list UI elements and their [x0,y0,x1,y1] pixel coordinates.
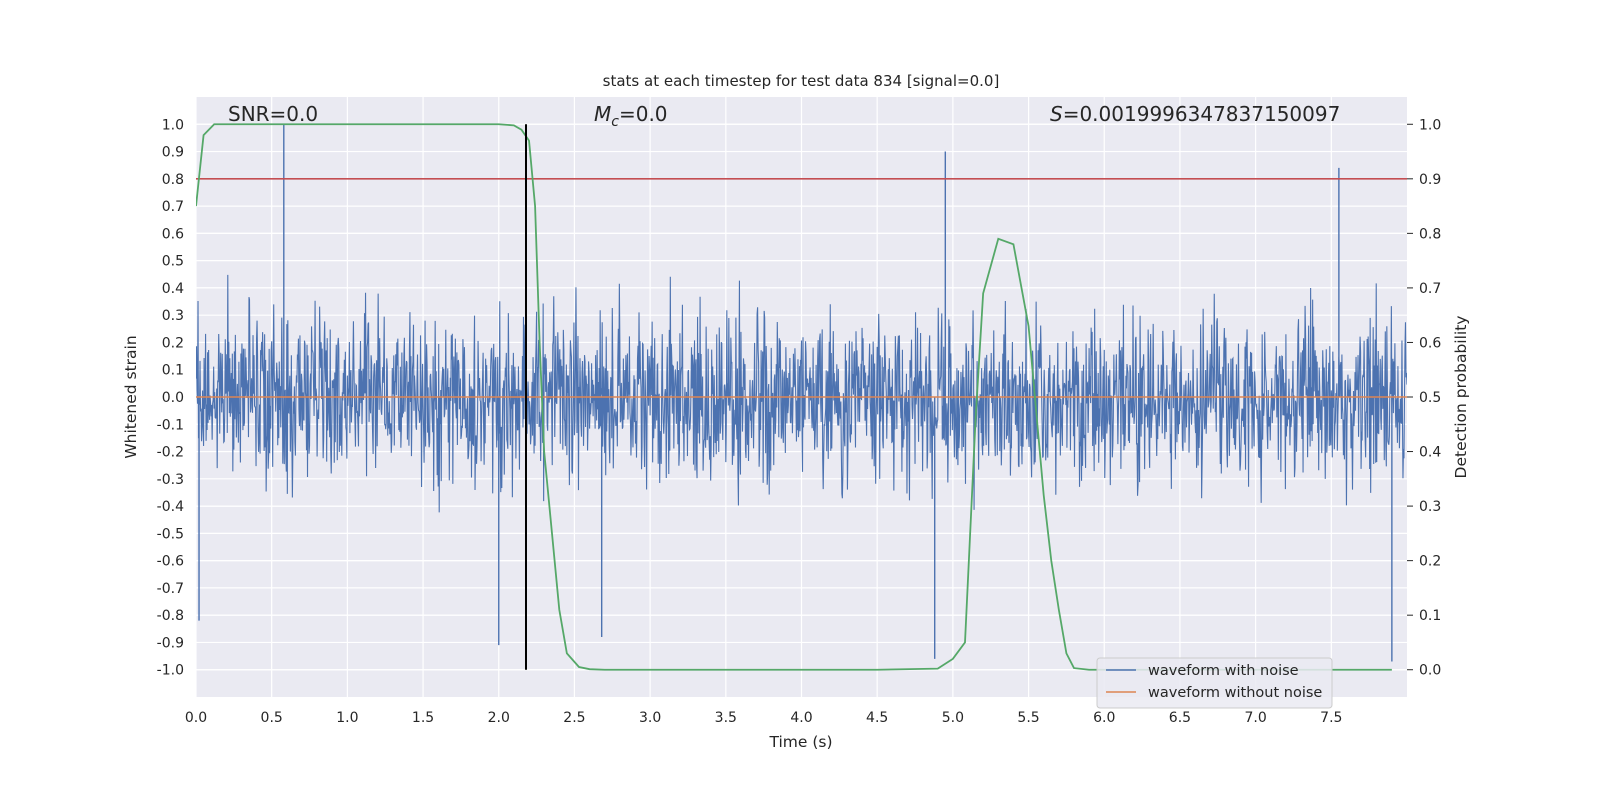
y-tick-label: -0.4 [157,499,184,515]
y-tick-label: -0.6 [157,554,184,570]
x-tick-label: 7.0 [1244,710,1266,726]
y-tick-label: 1.0 [162,117,184,133]
x-tick-label: 6.5 [1169,710,1191,726]
snr-annotation: SNR=0.0 [228,102,318,126]
chart-title: stats at each timestep for test data 834… [603,72,1000,90]
plot-content [196,123,1407,671]
y-tick-label: -0.3 [157,472,184,488]
x-tick-label: 3.0 [639,710,661,726]
right-tick-label: 0.4 [1419,445,1441,461]
right-tick-label: 0.8 [1419,226,1441,242]
y-tick-label: -0.2 [157,445,184,461]
right-tick-label: 0.1 [1419,608,1441,624]
x-tick-label: 2.0 [488,710,510,726]
right-tick-label: 0.9 [1419,172,1441,188]
x-tick-label: 5.5 [1017,710,1039,726]
x-tick-label: 2.5 [563,710,585,726]
chirp-mass-annotation: Mc=0.0 [594,102,668,130]
y-tick-label: 0.7 [162,199,184,215]
y-tick-label: 0.4 [162,281,184,297]
mc-subscript: c [611,114,619,130]
series-detection-probability [196,123,1392,671]
y-tick-label: 0.6 [162,226,184,242]
x-tick-label: 7.5 [1320,710,1342,726]
right-axis-label: Detection probability [1452,316,1470,479]
x-axis-ticks: 0.0 0.5 1.0 1.5 2.0 2.5 3.0 3.5 4.0 4.5 5.0 5.5 6.0 6… [185,710,1343,726]
y-axis-ticks: 1.0 0.9 0.8 0.7 0.6 0.5 0.4 0.3 0.2 0.1 0.0 -0.1 -0.… [157,117,184,678]
right-tick-label: 0.6 [1419,335,1441,351]
s-annotation: S=0.0019996347837150097 [1050,102,1340,126]
y-tick-label: -0.7 [157,581,184,597]
y-axis-label: Whitened strain [122,335,140,458]
x-tick-label: 5.0 [942,710,964,726]
right-tick-label: 0.7 [1419,281,1441,297]
y-tick-label: 0.0 [162,390,184,406]
y-tick-label: 0.8 [162,172,184,188]
y-tick-label: -0.8 [157,608,184,624]
x-tick-label: 0.0 [185,710,207,726]
y-tick-label: 0.2 [162,335,184,351]
s-symbol: S [1050,102,1063,126]
right-tick-label: 0.0 [1419,663,1441,679]
x-tick-label: 6.0 [1093,710,1115,726]
right-tick-label: 0.5 [1419,390,1441,406]
x-axis-label: Time (s) [768,733,832,751]
x-tick-label: 0.5 [261,710,283,726]
legend-box [1096,657,1333,709]
y-tick-label: 0.1 [162,363,184,379]
y-tick-label: 0.5 [162,254,184,270]
y-tick-label: 0.3 [162,308,184,324]
x-tick-label: 3.5 [715,710,737,726]
y-tick-label: 0.9 [162,145,184,161]
legend-label-with-noise: waveform with noise [1148,663,1299,679]
mc-value: =0.0 [619,102,668,126]
s-value: =0.0019996347837150097 [1063,102,1341,126]
right-tick-label: 0.3 [1419,499,1441,515]
y-tick-label: -0.9 [157,635,184,651]
x-tick-label: 4.0 [790,710,812,726]
legend: waveform with noise waveform without noi… [1096,657,1333,709]
y-tick-label: -1.0 [157,663,184,679]
mc-symbol: M [594,102,611,126]
y-tick-label: -0.1 [157,417,184,433]
right-tick-label: 0.2 [1419,554,1441,570]
x-tick-label: 4.5 [866,710,888,726]
legend-label-without-noise: waveform without noise [1148,685,1322,701]
x-tick-label: 1.5 [412,710,434,726]
x-tick-label: 1.0 [336,710,358,726]
right-axis-ticks: 1.0 0.9 0.8 0.7 0.6 0.5 0.4 0.3 0.2 0.1 0.0 [1407,117,1441,679]
series-waveform-with-noise [196,274,1407,513]
y-tick-label: -0.5 [157,526,184,542]
right-tick-label: 1.0 [1419,117,1441,133]
